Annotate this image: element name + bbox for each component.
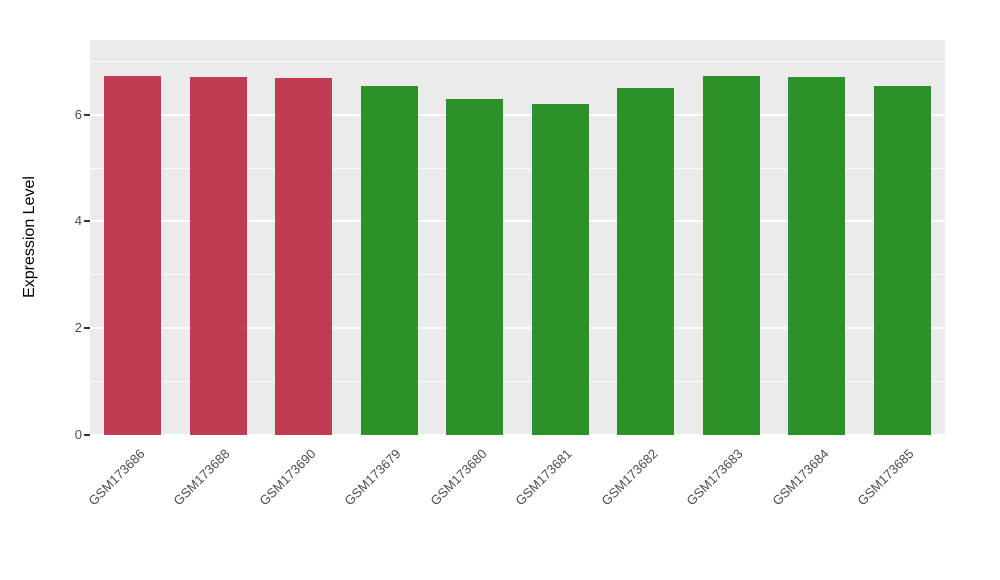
bar-slot bbox=[261, 40, 347, 435]
bar-GSM173688 bbox=[189, 77, 247, 435]
bar-slot bbox=[347, 40, 433, 435]
gridline-major bbox=[90, 434, 945, 436]
bar-GSM173682 bbox=[617, 88, 675, 435]
bar-GSM173686 bbox=[104, 76, 162, 435]
bar-GSM173690 bbox=[275, 78, 333, 435]
bar-slot bbox=[518, 40, 604, 435]
y-tick-label-6: 6 bbox=[74, 106, 82, 122]
gridline-major bbox=[90, 327, 945, 330]
x-tick-label-GSM173685: GSM173685 bbox=[854, 446, 917, 509]
gridline-minor bbox=[90, 167, 945, 169]
gridline-minor bbox=[90, 381, 945, 383]
bar-slot bbox=[603, 40, 689, 435]
bar-GSM173684 bbox=[788, 77, 846, 435]
y-tick-label-4: 4 bbox=[74, 213, 82, 229]
y-tick-mark bbox=[84, 327, 90, 330]
gridline-minor bbox=[90, 274, 945, 276]
chart-panel bbox=[90, 40, 945, 436]
bar-GSM173679 bbox=[360, 86, 418, 435]
gridline-major bbox=[90, 220, 945, 223]
bar-slot bbox=[176, 40, 262, 435]
y-tick-label-2: 2 bbox=[74, 320, 82, 336]
bar-slot bbox=[689, 40, 775, 435]
bar-GSM173685 bbox=[873, 86, 931, 435]
bar-GSM173681 bbox=[531, 103, 589, 435]
y-tick-mark bbox=[84, 220, 90, 223]
bars-layer bbox=[90, 40, 945, 435]
gridline-minor bbox=[90, 60, 945, 62]
bar-GSM173680 bbox=[446, 98, 504, 435]
bar-slot bbox=[774, 40, 860, 435]
y-tick-label-0: 0 bbox=[74, 427, 82, 442]
bar-slot bbox=[90, 40, 176, 435]
bar-slot bbox=[860, 40, 946, 435]
bar-GSM173683 bbox=[702, 76, 760, 435]
gridline-major bbox=[90, 113, 945, 116]
y-tick-mark bbox=[84, 434, 90, 436]
y-axis-title: Expression Level bbox=[21, 176, 38, 298]
bar-slot bbox=[432, 40, 518, 435]
y-tick-mark bbox=[84, 113, 90, 116]
